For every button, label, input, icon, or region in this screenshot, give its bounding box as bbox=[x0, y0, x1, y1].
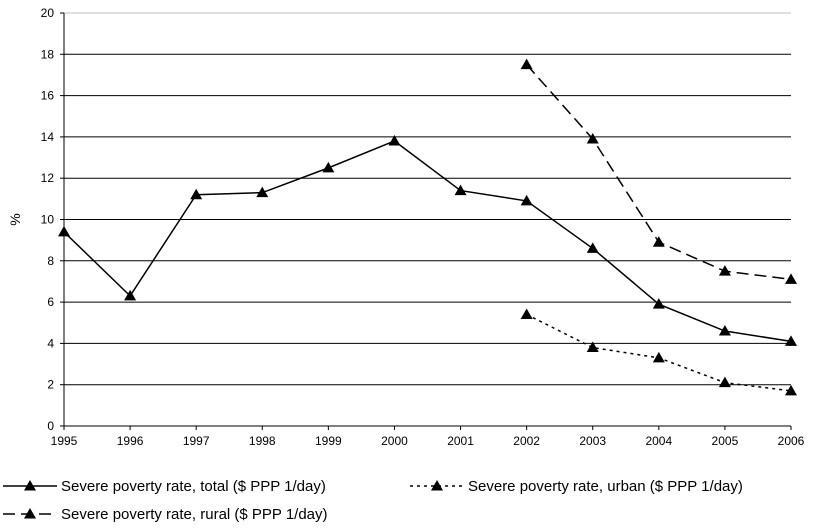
y-tick-label: 10 bbox=[41, 213, 55, 227]
x-tick-label: 2006 bbox=[778, 434, 805, 448]
legend-item-2: Severe poverty rate, urban ($ PPP 1/day) bbox=[410, 478, 743, 495]
series-line bbox=[526, 64, 792, 281]
legend-item-3: Severe poverty rate, rural ($ PPP 1/day) bbox=[3, 506, 328, 523]
data-point-marker bbox=[124, 289, 137, 301]
data-point-marker bbox=[58, 225, 70, 237]
series-group bbox=[58, 58, 797, 396]
series-line bbox=[63, 140, 792, 343]
y-tick-label: 20 bbox=[41, 6, 55, 20]
legend-marker bbox=[431, 480, 443, 491]
x-tick-label: 1995 bbox=[51, 434, 78, 448]
axes bbox=[60, 12, 792, 430]
legend: Severe poverty rate, total ($ PPP 1/day)… bbox=[3, 478, 743, 523]
x-tick-labels: 1995 1996 1997 1998 1999 2000 2001 2002 2003 2004… bbox=[51, 434, 805, 448]
gridlines bbox=[64, 12, 791, 386]
data-point-marker bbox=[785, 384, 797, 396]
y-tick-label: 16 bbox=[41, 89, 55, 103]
data-point-marker bbox=[652, 298, 665, 309]
x-tick-label: 2000 bbox=[381, 434, 408, 448]
data-point-marker bbox=[520, 308, 533, 319]
data-point-marker bbox=[190, 188, 203, 200]
y-tick-labels: 0 2 4 6 8 10 12 14 16 18 20 bbox=[41, 6, 55, 433]
y-tick-label: 8 bbox=[47, 254, 54, 268]
data-point-marker bbox=[256, 186, 269, 198]
data-point-marker bbox=[586, 132, 599, 144]
y-tick-label: 2 bbox=[47, 378, 54, 392]
legend-label: Severe poverty rate, rural ($ PPP 1/day) bbox=[61, 506, 328, 523]
x-tick-label: 2005 bbox=[712, 434, 739, 448]
y-axis-title: % bbox=[7, 213, 23, 225]
series-1 bbox=[58, 135, 797, 346]
y-tick-label: 6 bbox=[47, 295, 54, 309]
legend-label: Severe poverty rate, total ($ PPP 1/day) bbox=[61, 478, 326, 495]
x-tick-label: 1998 bbox=[249, 434, 276, 448]
data-point-marker bbox=[718, 325, 731, 336]
series-3 bbox=[520, 58, 797, 284]
x-tick-label: 2003 bbox=[579, 434, 606, 448]
data-point-marker bbox=[520, 194, 533, 206]
legend-item-1: Severe poverty rate, total ($ PPP 1/day) bbox=[3, 478, 326, 495]
data-point-marker bbox=[718, 376, 731, 388]
legend-marker bbox=[24, 508, 36, 519]
data-point-marker bbox=[388, 135, 401, 146]
data-point-marker bbox=[322, 161, 335, 173]
data-point-marker bbox=[454, 184, 467, 196]
y-tick-label: 0 bbox=[47, 419, 54, 433]
legend-label: Severe poverty rate, urban ($ PPP 1/day) bbox=[468, 478, 743, 495]
y-tick-label: 14 bbox=[41, 130, 55, 144]
x-tick-label: 1996 bbox=[117, 434, 144, 448]
y-tick-label: 18 bbox=[41, 47, 55, 61]
x-tick-label: 2004 bbox=[645, 434, 672, 448]
data-point-marker bbox=[785, 273, 797, 284]
x-tick-label: 2002 bbox=[513, 434, 540, 448]
x-tick-label: 1999 bbox=[315, 434, 342, 448]
data-point-marker bbox=[586, 242, 599, 253]
data-point-marker bbox=[520, 58, 533, 70]
y-tick-label: 12 bbox=[41, 171, 55, 185]
y-tick-label: 4 bbox=[47, 336, 54, 350]
data-point-marker bbox=[652, 236, 665, 247]
x-tick-label: 1997 bbox=[183, 434, 210, 448]
data-point-marker bbox=[586, 341, 599, 353]
series-2 bbox=[520, 308, 797, 396]
data-point-marker bbox=[718, 265, 731, 276]
data-point-marker bbox=[785, 335, 797, 346]
x-tick-label: 2001 bbox=[447, 434, 474, 448]
legend-marker bbox=[24, 480, 36, 491]
data-point-marker bbox=[652, 351, 665, 363]
